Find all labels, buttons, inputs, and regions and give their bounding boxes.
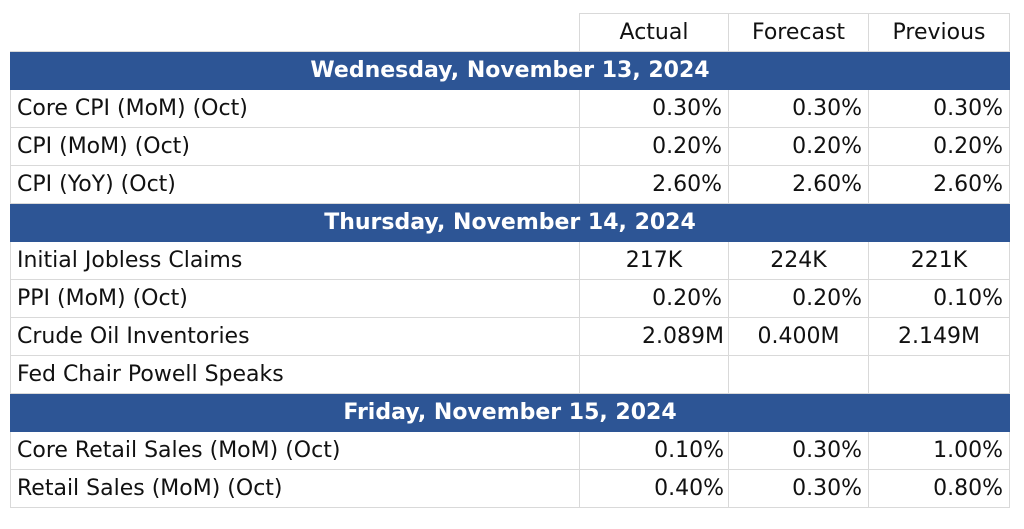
table-row: Initial Jobless Claims 217K 224K 221K <box>10 241 1010 280</box>
actual-value: 2.089M <box>579 317 729 356</box>
forecast-value: 2.60% <box>728 165 869 204</box>
date-label: Friday, November 15, 2024 <box>10 393 1010 432</box>
previous-value <box>868 355 1010 394</box>
table-row: CPI (YoY) (Oct) 2.60% 2.60% 2.60% <box>10 165 1010 204</box>
header-actual: Actual <box>579 13 729 52</box>
forecast-value: 224K <box>728 241 869 280</box>
date-row-wednesday: Wednesday, November 13, 2024 <box>10 51 1010 90</box>
previous-value: 1.00% <box>868 431 1010 470</box>
economic-calendar-sheet: Actual Forecast Previous Wednesday, Nove… <box>10 13 1010 522</box>
actual-value <box>579 355 729 394</box>
actual-value: 0.40% <box>579 469 729 508</box>
previous-value: 2.149M <box>868 317 1010 356</box>
economic-calendar-table: Actual Forecast Previous Wednesday, Nove… <box>10 13 1010 508</box>
previous-value: 0.80% <box>868 469 1010 508</box>
date-label: Thursday, November 14, 2024 <box>10 203 1010 242</box>
actual-value: 0.20% <box>579 279 729 318</box>
date-label: Wednesday, November 13, 2024 <box>10 51 1010 90</box>
table-row: Core Retail Sales (MoM) (Oct) 0.10% 0.30… <box>10 431 1010 470</box>
table-row: Fed Chair Powell Speaks <box>10 355 1010 394</box>
forecast-value: 0.30% <box>728 89 869 128</box>
table-row: PPI (MoM) (Oct) 0.20% 0.20% 0.10% <box>10 279 1010 318</box>
event-name: Fed Chair Powell Speaks <box>10 355 580 394</box>
event-name: Crude Oil Inventories <box>10 317 580 356</box>
actual-value: 217K <box>579 241 729 280</box>
previous-value: 2.60% <box>868 165 1010 204</box>
event-name: Retail Sales (MoM) (Oct) <box>10 469 580 508</box>
actual-value: 2.60% <box>579 165 729 204</box>
previous-value: 0.30% <box>868 89 1010 128</box>
event-name: CPI (MoM) (Oct) <box>10 127 580 166</box>
table-row: Retail Sales (MoM) (Oct) 0.40% 0.30% 0.8… <box>10 469 1010 508</box>
table-row: CPI (MoM) (Oct) 0.20% 0.20% 0.20% <box>10 127 1010 166</box>
forecast-value: 0.30% <box>728 431 869 470</box>
table-row: Core CPI (MoM) (Oct) 0.30% 0.30% 0.30% <box>10 89 1010 128</box>
date-row-thursday: Thursday, November 14, 2024 <box>10 203 1010 242</box>
actual-value: 0.20% <box>579 127 729 166</box>
date-row-friday: Friday, November 15, 2024 <box>10 393 1010 432</box>
forecast-value: 0.400M <box>728 317 869 356</box>
event-name: Initial Jobless Claims <box>10 241 580 280</box>
previous-value: 0.10% <box>868 279 1010 318</box>
header-forecast: Forecast <box>728 13 869 52</box>
forecast-value: 0.20% <box>728 279 869 318</box>
event-name: Core Retail Sales (MoM) (Oct) <box>10 431 580 470</box>
header-previous: Previous <box>868 13 1010 52</box>
previous-value: 221K <box>868 241 1010 280</box>
previous-value: 0.20% <box>868 127 1010 166</box>
event-name: CPI (YoY) (Oct) <box>10 165 580 204</box>
forecast-value <box>728 355 869 394</box>
forecast-value: 0.30% <box>728 469 869 508</box>
header-row: Actual Forecast Previous <box>10 13 1010 52</box>
actual-value: 0.30% <box>579 89 729 128</box>
actual-value: 0.10% <box>579 431 729 470</box>
table-row: Crude Oil Inventories 2.089M 0.400M 2.14… <box>10 317 1010 356</box>
header-event-cell <box>10 13 580 52</box>
event-name: Core CPI (MoM) (Oct) <box>10 89 580 128</box>
event-name: PPI (MoM) (Oct) <box>10 279 580 318</box>
forecast-value: 0.20% <box>728 127 869 166</box>
